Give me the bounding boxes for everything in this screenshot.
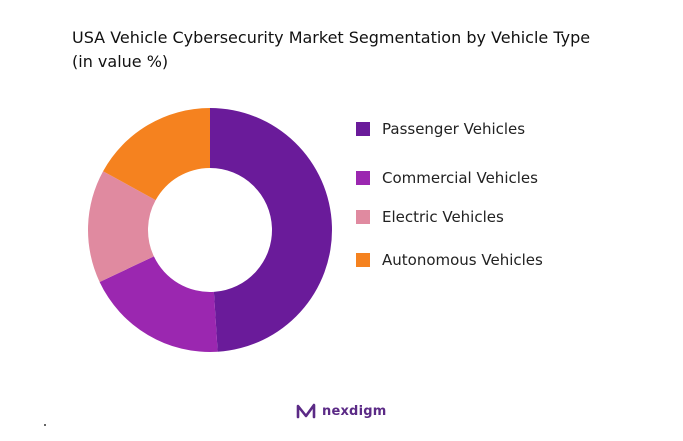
legend-item-commercial-vehicles: Commercial Vehicles: [356, 168, 538, 188]
legend-label: Autonomous Vehicles: [382, 251, 543, 269]
donut-slice-commercial-vehicles: [99, 256, 218, 352]
legend-item-electric-vehicles: Electric Vehicles: [356, 207, 504, 227]
donut-chart: [88, 107, 332, 352]
donut-slice-passenger-vehicles: [210, 108, 332, 352]
donut-slice-electric-vehicles: [88, 171, 156, 282]
legend-swatch: [356, 253, 370, 267]
nexdigm-logo-icon: [296, 403, 316, 419]
legend-item-passenger-vehicles: Passenger Vehicles: [356, 119, 525, 139]
brand-logo: nexdigm: [296, 402, 386, 420]
legend-label: Passenger Vehicles: [382, 120, 526, 138]
legend-swatch: [356, 210, 370, 224]
legend-label: Commercial Vehicles: [382, 169, 538, 187]
stray-dot: [44, 424, 46, 426]
chart-legend: Passenger Vehicles Commercial Vehicles Ele…: [356, 0, 656, 300]
legend-item-autonomous-vehicles: Autonomous Vehicles: [356, 250, 543, 270]
brand-logo-text: nexdigm: [322, 403, 387, 419]
legend-swatch: [356, 171, 370, 185]
donut-slice-autonomous-vehicles: [103, 107, 210, 201]
legend-swatch: [356, 122, 370, 136]
chart-title: USA Vehicle Cybersecurity Market Segment…: [72, 28, 591, 71]
legend-label: Electric Vehicles: [382, 208, 504, 226]
